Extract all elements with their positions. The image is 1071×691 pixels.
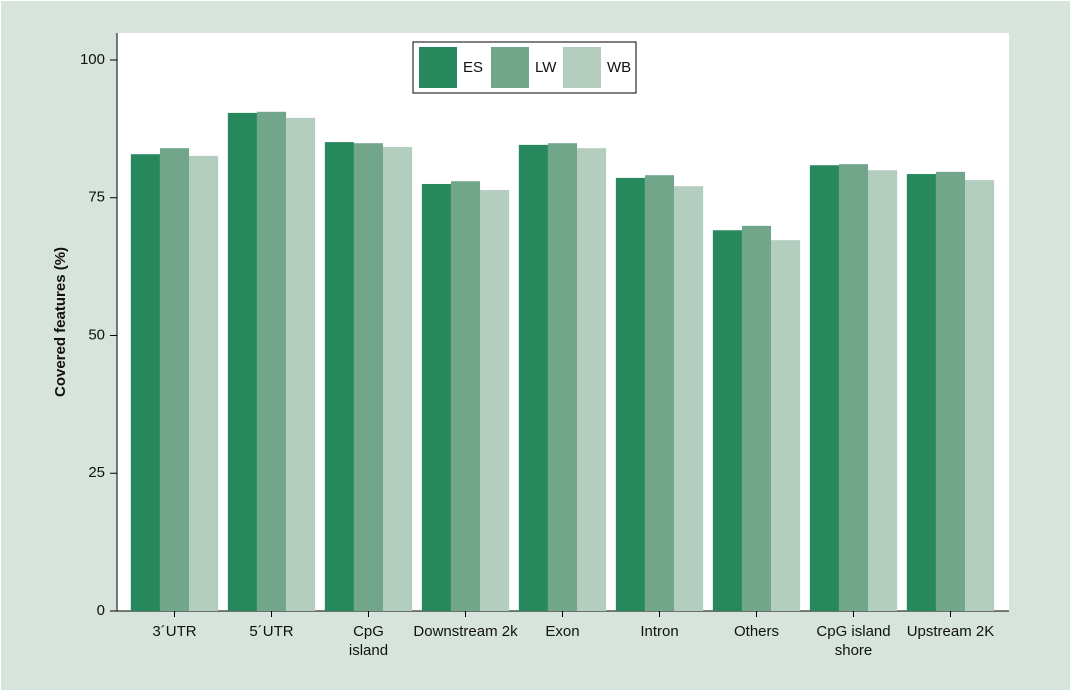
y-tick-label: 50 <box>88 326 105 343</box>
bar <box>615 177 645 611</box>
bar <box>130 154 160 611</box>
bar <box>421 183 451 611</box>
y-tick-label: 25 <box>88 464 105 481</box>
bar <box>868 170 898 611</box>
bar <box>712 230 742 611</box>
bar <box>286 117 316 611</box>
bar <box>189 155 219 611</box>
x-tick-label: Upstream 2K <box>906 623 995 640</box>
bar <box>838 164 869 611</box>
bar <box>644 175 675 611</box>
bar <box>935 171 966 611</box>
bar <box>906 174 936 611</box>
x-tick-label: CpG island shore <box>816 623 891 659</box>
bar <box>324 142 354 611</box>
y-tick-label: 75 <box>88 189 105 206</box>
bar <box>450 181 481 611</box>
bar <box>771 240 801 611</box>
bar <box>227 112 257 611</box>
legend-swatch <box>419 47 457 88</box>
x-tick-label: Downstream 2k <box>413 623 518 640</box>
bar <box>741 225 772 611</box>
bar <box>547 143 578 612</box>
bar <box>809 165 839 611</box>
x-tick-label: 5´UTR <box>249 623 294 640</box>
x-tick-label: CpG island <box>348 623 389 659</box>
x-tick-label: Others <box>733 623 779 640</box>
legend-label: ES <box>463 59 483 76</box>
legend-label: LW <box>535 59 557 76</box>
legend-swatch <box>563 47 601 88</box>
bar <box>518 144 548 611</box>
bar <box>965 180 995 612</box>
bar <box>353 143 384 612</box>
bar <box>480 190 510 611</box>
bar <box>159 148 190 611</box>
bar <box>577 148 607 611</box>
y-axis-label: Covered features (%) <box>52 247 69 397</box>
legend-label: WB <box>607 59 631 76</box>
x-tick-label: Intron <box>640 623 679 640</box>
y-tick-label: 100 <box>80 51 105 68</box>
bar <box>256 111 287 611</box>
bar <box>674 186 704 611</box>
x-tick-label: 3´UTR <box>152 623 197 640</box>
y-tick-label: 0 <box>97 602 105 619</box>
legend-swatch <box>491 47 529 88</box>
bar <box>383 147 413 612</box>
x-tick-label: Exon <box>545 623 580 640</box>
